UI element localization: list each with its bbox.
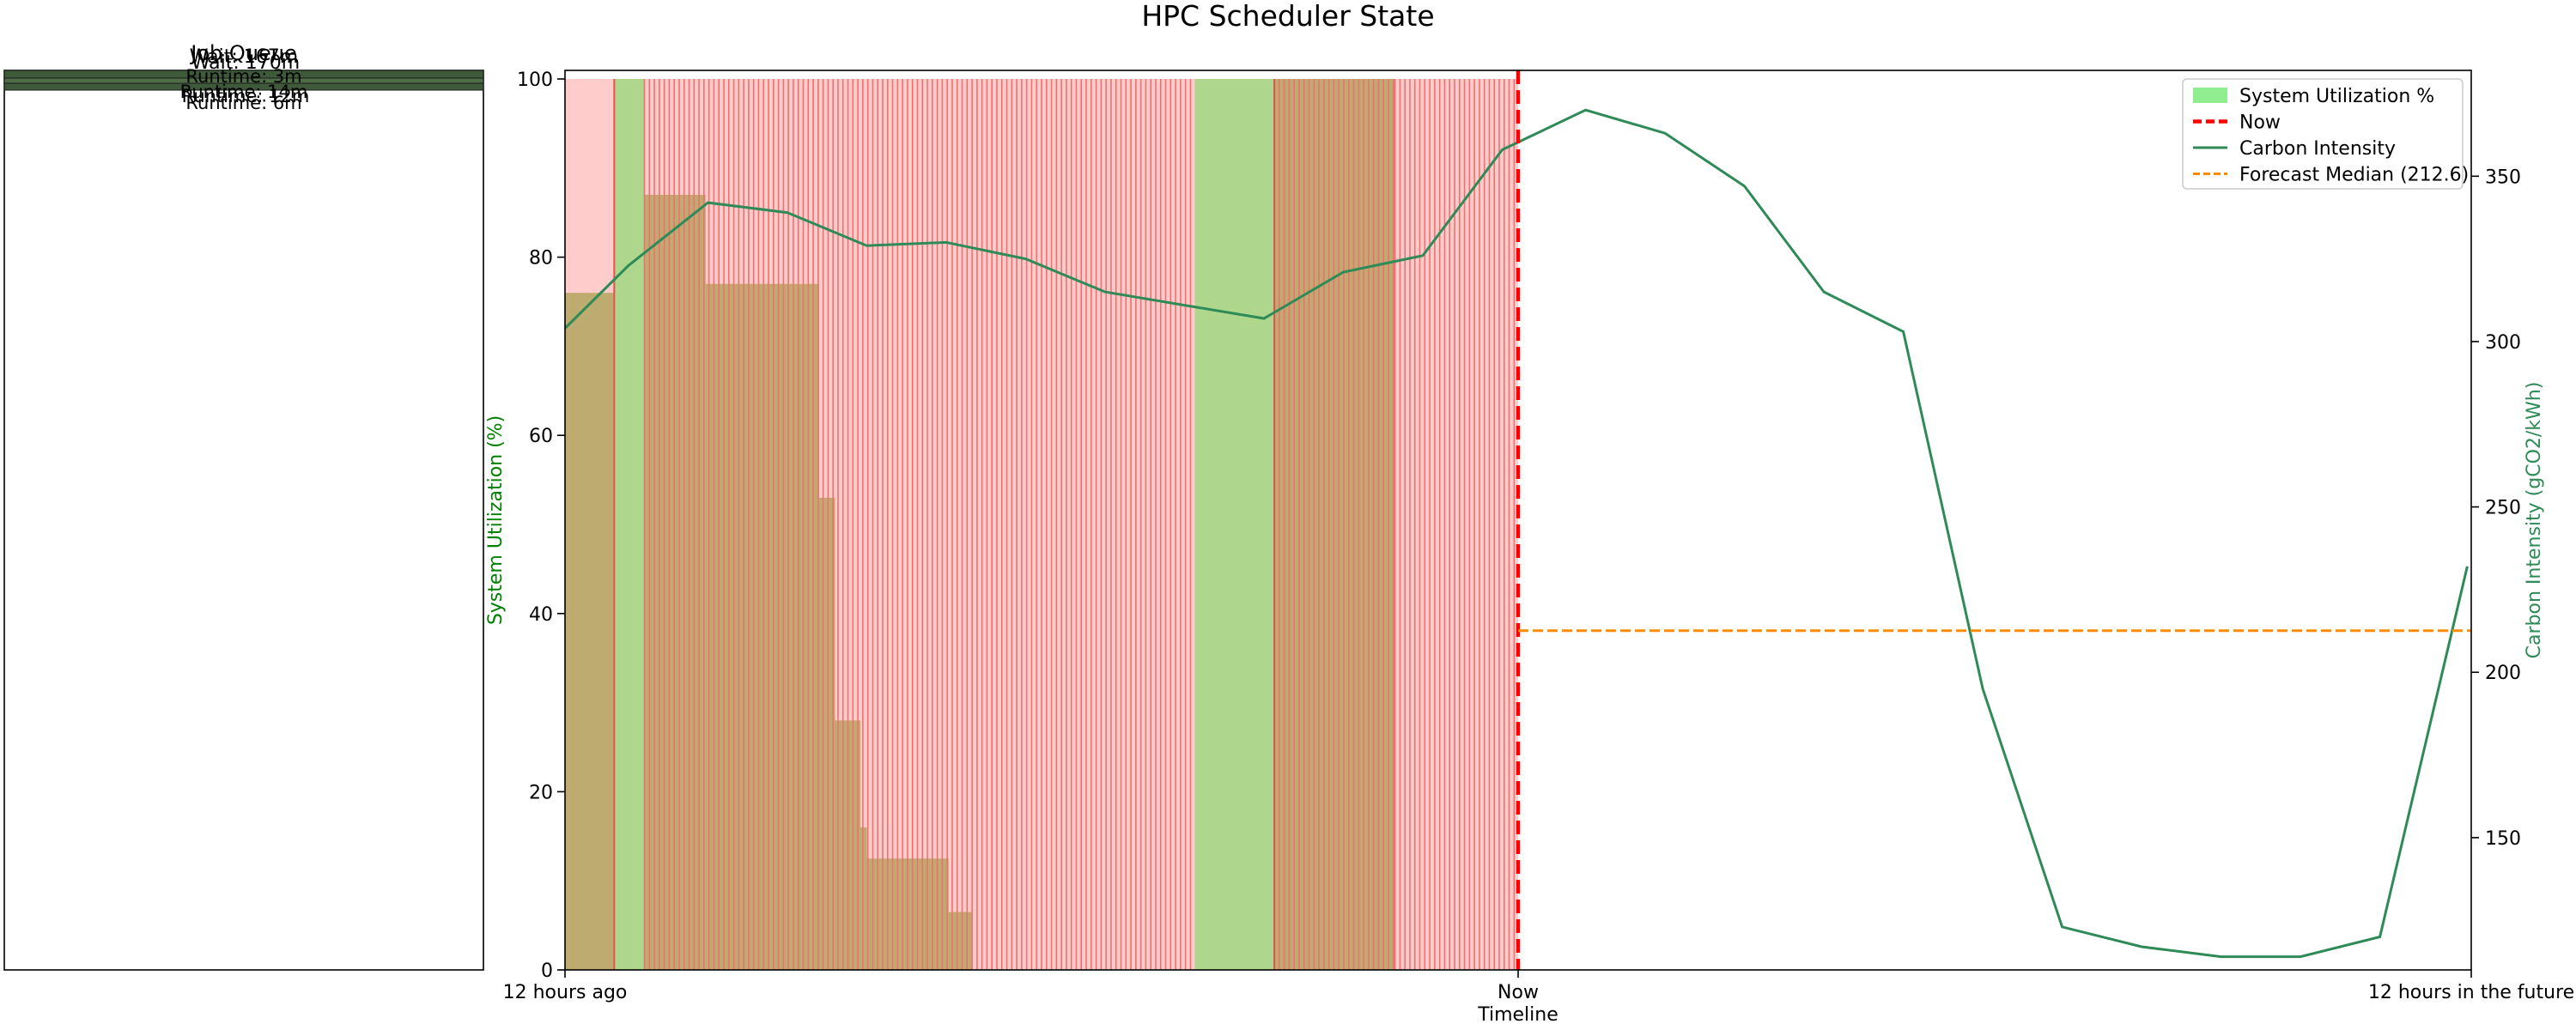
legend-label-2: Carbon Intensity — [2239, 138, 2396, 160]
queue-label-runtime-1: Runtime: 3m — [185, 66, 301, 87]
utilization-step-1 — [614, 79, 645, 970]
x-tick-label-0: 12 hours ago — [503, 982, 628, 1003]
job-queue-panel: Job Queue Wait: 167m Wait: 170m Runtime:… — [3, 41, 484, 971]
utilization-step-6 — [860, 827, 867, 970]
legend: System Utilization % Now Carbon Intensity F… — [2182, 78, 2469, 190]
y-left-tick-label-3: 60 — [529, 426, 553, 447]
x-axis-label: Timeline — [1477, 1004, 1558, 1026]
y-right-tick-label-4: 350 — [2485, 167, 2521, 188]
state-band-0 — [565, 79, 615, 970]
y-left-tick-label-2: 40 — [529, 604, 553, 626]
utilization-step-tone-0 — [565, 293, 615, 970]
y-left-tick-label-1: 20 — [529, 782, 553, 803]
y-left-tick-label-0: 0 — [541, 960, 553, 982]
y-left-tick-label-5: 100 — [517, 70, 553, 91]
utilization-step-tone-10 — [1194, 79, 1395, 970]
y-right-axis-label: Carbon Intensity (gCO2/kWh) — [2524, 382, 2545, 659]
axes: 0 20 40 60 80 100 150 200 250 300 350 12 hours ago N… — [485, 70, 2574, 1026]
utilization-step-tone-1 — [614, 79, 645, 970]
queue-label-runtime-2: Runtime: 14m — [180, 82, 308, 102]
y-right-tick-label-0: 150 — [2485, 828, 2521, 850]
legend-box — [2182, 78, 2464, 190]
y-right-tick-label-1: 200 — [2485, 663, 2521, 684]
job-queue-title: Job Queue — [189, 41, 296, 65]
state-band-1 — [644, 79, 1195, 970]
queue-label-wait-2: Wait: 170m — [191, 52, 300, 74]
utilization-area — [565, 79, 1395, 970]
y-left-axis-label: System Utilization (%) — [485, 415, 507, 625]
queue-label-runtime-4: Runtime: 6m — [185, 93, 301, 113]
utilization-step-10 — [1194, 79, 1395, 970]
queue-job-bar-3 — [3, 82, 484, 91]
scheduler-state-bands — [565, 79, 1518, 970]
job-queue-frame — [3, 70, 484, 971]
figure-title: HPC Scheduler State — [1141, 0, 1434, 33]
y-left-tick-label-4: 80 — [529, 248, 553, 270]
queue-label-runtime-3: Runtime: 12m — [182, 86, 310, 106]
x-tick-label-1: Now — [1498, 982, 1539, 1003]
y-right-tick-label-3: 300 — [2485, 332, 2521, 354]
state-band-2 — [1274, 79, 1395, 970]
utilization-step-0 — [565, 293, 615, 970]
y-right-tick-label-2: 250 — [2485, 498, 2521, 519]
carbon-intensity-series — [563, 108, 2469, 959]
legend-label-1: Now — [2239, 112, 2281, 134]
utilization-plot: 0 20 40 60 80 100 150 200 250 300 350 12 hours ago N… — [485, 70, 2574, 1026]
utilization-step-tone-6 — [860, 827, 867, 970]
legend-label-3: Forecast Median (212.6) — [2239, 165, 2469, 186]
queue-label-wait-1: Wait: 167m — [190, 46, 298, 68]
reference-lines — [1516, 70, 2471, 970]
x-tick-label-2: 12 hours in the future — [2368, 982, 2574, 1003]
legend-swatch-0 — [2193, 88, 2227, 103]
legend-label-0: System Utilization % — [2239, 86, 2434, 107]
